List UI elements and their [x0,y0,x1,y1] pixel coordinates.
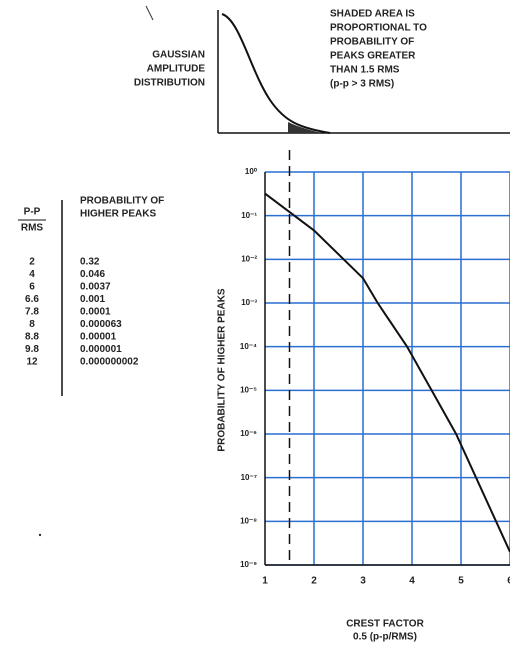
y-tick-label: 10⁻⁷ [241,473,257,482]
table-cell: 6.6 [25,294,39,305]
x-axis-label: CREST FACTOR [346,619,424,630]
y-tick-label: 10⁻⁴ [240,342,257,351]
inset-note: (p-p > 3 RMS) [330,79,394,90]
table-header: P-P [24,207,41,218]
x-tick-label: 2 [311,576,317,587]
inset-label: DISTRIBUTION [134,78,205,89]
table-cell: 0.001 [80,294,105,305]
data-line [264,192,510,553]
table-cell: 2 [29,257,35,268]
inset-note: SHADED AREA IS [330,9,415,20]
table-header: PROBABILITY OF [80,196,164,207]
table-cell: 0.0037 [80,282,111,293]
table-header: HIGHER PEAKS [80,209,156,220]
table-cell: 9.8 [25,344,39,355]
table-cell: 8 [29,319,35,330]
table-cell: 0.000063 [80,319,122,330]
inset-note: PEAKS GREATER [330,51,416,62]
scan-dot [38,533,42,537]
table-cell: 0.000001 [80,344,122,355]
inset-note: THAN 1.5 RMS [330,65,400,76]
x-tick-label: 4 [409,576,415,587]
y-tick-label: 10⁻³ [241,298,257,307]
x-tick-label: 5 [458,576,464,587]
table-cell: 0.00001 [80,332,117,343]
inset-note: PROBABILITY OF [330,37,414,48]
table-cell: 12 [26,357,38,368]
x-tick-label: 6 [507,576,510,587]
y-tick-label: 10⁻¹ [241,211,257,220]
y-tick-label: 10⁻⁹ [240,560,257,569]
table-cell: 0.0001 [80,307,111,318]
table-cell: 6 [29,282,35,293]
y-tick-label: 10⁻² [241,254,257,263]
table-cell: 4 [29,269,35,280]
shaded-area [288,122,322,133]
table-cell: 0.046 [80,269,105,280]
table-cell: 0.000000002 [80,357,139,368]
inset-note: PROPORTIONAL TO [330,23,427,34]
plot-area [265,172,510,565]
table-cell: 7.8 [25,307,39,318]
table-cell: 8.8 [25,332,39,343]
table-cell: 0.32 [80,257,100,268]
inset-label: GAUSSIAN [152,50,205,61]
y-tick-label: 10⁻⁶ [240,429,257,438]
y-tick-label: 10⁻⁵ [240,385,257,394]
y-axis-label: PROBABILITY OF HIGHER PEAKS [217,288,228,451]
x-tick-label: 3 [360,576,366,587]
y-tick-label: 10⁰ [245,167,258,176]
gaussian-curve [221,13,331,134]
inset-label: AMPLITUDE [147,64,206,75]
x-axis-sublabel: 0.5 (p-p/RMS) [353,632,417,643]
y-tick-label: 10⁻⁸ [240,516,257,525]
table-header: RMS [21,223,44,234]
x-tick-label: 1 [262,576,268,587]
scan-mark [145,5,154,21]
